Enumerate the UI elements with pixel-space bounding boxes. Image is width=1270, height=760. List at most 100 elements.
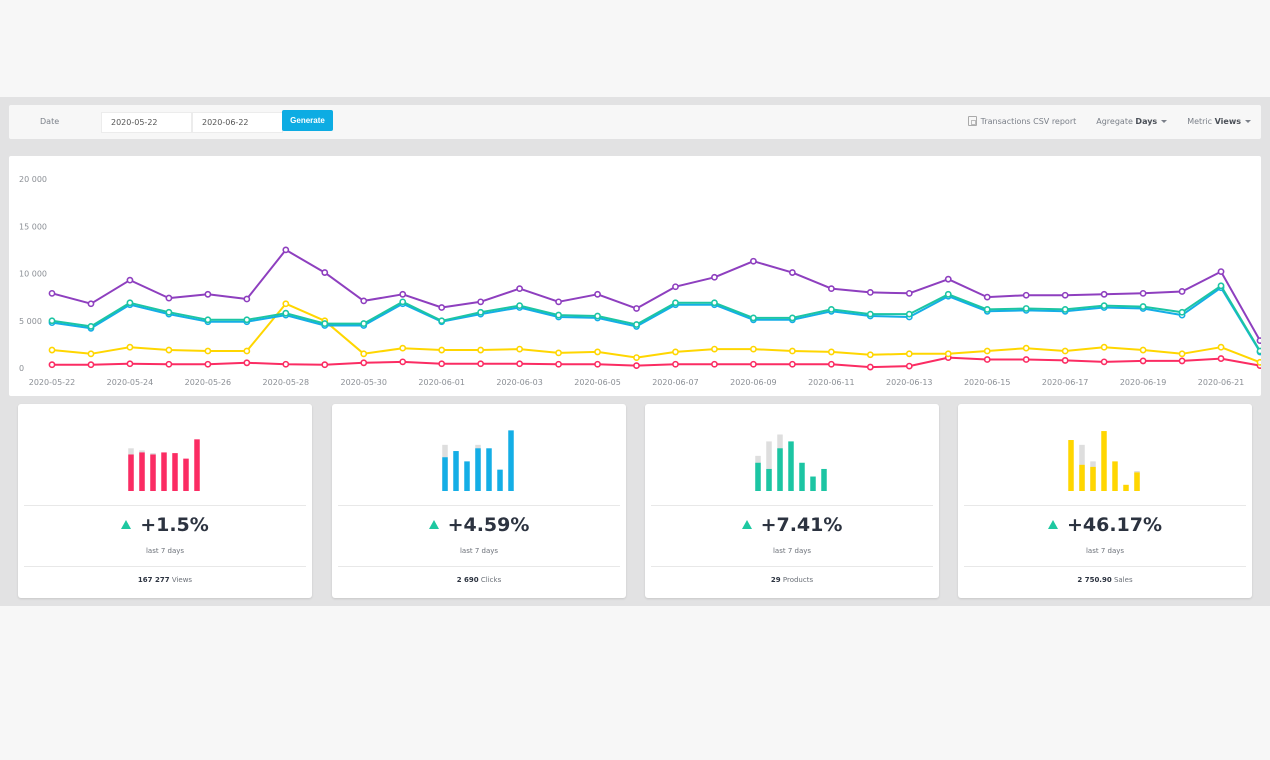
data-point[interactable] bbox=[555, 298, 562, 306]
data-point[interactable] bbox=[1217, 268, 1225, 276]
data-point[interactable] bbox=[204, 316, 212, 324]
data-point[interactable] bbox=[905, 289, 913, 297]
data-point[interactable] bbox=[1022, 305, 1030, 312]
data-point[interactable] bbox=[788, 347, 796, 355]
data-point[interactable] bbox=[711, 345, 718, 353]
data-point[interactable] bbox=[243, 347, 251, 355]
data-point[interactable] bbox=[399, 344, 407, 352]
data-point[interactable] bbox=[672, 283, 679, 291]
data-point[interactable] bbox=[48, 361, 56, 369]
data-point[interactable] bbox=[827, 306, 835, 313]
data-point[interactable] bbox=[1217, 355, 1225, 362]
data-point[interactable] bbox=[165, 294, 173, 302]
data-point[interactable] bbox=[360, 350, 368, 358]
data-point[interactable] bbox=[905, 362, 913, 370]
data-point[interactable] bbox=[866, 288, 874, 296]
data-point[interactable] bbox=[1256, 358, 1261, 366]
data-point[interactable] bbox=[1022, 291, 1030, 299]
data-point[interactable] bbox=[672, 299, 679, 307]
data-point[interactable] bbox=[48, 317, 56, 325]
data-point[interactable] bbox=[827, 348, 835, 356]
data-point[interactable] bbox=[788, 360, 796, 368]
data-point[interactable] bbox=[594, 312, 601, 320]
data-point[interactable] bbox=[633, 354, 640, 362]
metric-dropdown[interactable]: Metric Views bbox=[1187, 117, 1251, 126]
data-point[interactable] bbox=[1100, 302, 1108, 310]
data-point[interactable] bbox=[944, 275, 952, 283]
data-point[interactable] bbox=[399, 298, 407, 306]
data-point[interactable] bbox=[1100, 358, 1108, 366]
csv-report-link[interactable]: Transactions CSV report bbox=[967, 116, 1076, 126]
data-point[interactable] bbox=[87, 300, 95, 308]
data-point[interactable] bbox=[165, 360, 173, 368]
data-point[interactable] bbox=[1061, 347, 1069, 355]
data-point[interactable] bbox=[204, 347, 212, 355]
data-point[interactable] bbox=[1022, 344, 1030, 352]
data-point[interactable] bbox=[594, 290, 601, 298]
data-point[interactable] bbox=[1256, 347, 1261, 355]
data-point[interactable] bbox=[1178, 357, 1186, 365]
data-point[interactable] bbox=[243, 359, 251, 367]
data-point[interactable] bbox=[788, 269, 796, 276]
data-point[interactable] bbox=[204, 360, 212, 368]
aggregate-dropdown[interactable]: Agregate Days bbox=[1096, 117, 1168, 126]
data-point[interactable] bbox=[126, 343, 134, 351]
data-point[interactable] bbox=[827, 360, 835, 368]
data-point[interactable] bbox=[866, 310, 874, 318]
data-point[interactable] bbox=[87, 361, 95, 369]
data-point[interactable] bbox=[1178, 308, 1186, 316]
data-point[interactable] bbox=[165, 308, 173, 316]
data-point[interactable] bbox=[438, 304, 446, 311]
data-point[interactable] bbox=[1139, 289, 1147, 297]
data-point[interactable] bbox=[321, 269, 329, 276]
data-point[interactable] bbox=[555, 360, 562, 368]
data-point[interactable] bbox=[1022, 356, 1030, 363]
data-point[interactable] bbox=[126, 360, 134, 368]
data-point[interactable] bbox=[1061, 357, 1069, 364]
data-point[interactable] bbox=[321, 361, 329, 369]
data-point[interactable] bbox=[126, 299, 134, 307]
data-point[interactable] bbox=[983, 306, 991, 313]
data-point[interactable] bbox=[1100, 290, 1108, 298]
data-point[interactable] bbox=[1217, 282, 1225, 290]
data-point[interactable] bbox=[243, 295, 251, 303]
data-point[interactable] bbox=[282, 360, 290, 368]
data-point[interactable] bbox=[672, 360, 679, 368]
data-point[interactable] bbox=[788, 314, 796, 322]
data-point[interactable] bbox=[594, 348, 601, 356]
data-point[interactable] bbox=[399, 290, 407, 298]
data-point[interactable] bbox=[1139, 303, 1147, 310]
data-point[interactable] bbox=[750, 314, 757, 322]
data-point[interactable] bbox=[905, 310, 913, 318]
data-point[interactable] bbox=[1139, 346, 1147, 354]
data-point[interactable] bbox=[477, 360, 485, 368]
data-point[interactable] bbox=[165, 346, 173, 354]
data-point[interactable] bbox=[983, 347, 991, 355]
data-point[interactable] bbox=[438, 317, 446, 325]
data-point[interactable] bbox=[555, 311, 562, 319]
data-point[interactable] bbox=[360, 297, 368, 305]
data-point[interactable] bbox=[750, 360, 757, 368]
data-point[interactable] bbox=[126, 276, 134, 284]
data-point[interactable] bbox=[594, 360, 601, 368]
data-point[interactable] bbox=[905, 350, 913, 358]
data-point[interactable] bbox=[516, 345, 524, 353]
data-point[interactable] bbox=[282, 309, 290, 317]
date-from-input[interactable]: 2020-05-22 bbox=[101, 112, 192, 133]
data-point[interactable] bbox=[87, 350, 95, 358]
data-point[interactable] bbox=[48, 289, 56, 297]
data-point[interactable] bbox=[866, 351, 874, 359]
data-point[interactable] bbox=[399, 358, 407, 366]
data-point[interactable] bbox=[983, 293, 991, 301]
data-point[interactable] bbox=[633, 362, 640, 370]
data-point[interactable] bbox=[243, 316, 251, 324]
data-point[interactable] bbox=[360, 359, 368, 367]
data-point[interactable] bbox=[633, 305, 640, 312]
date-to-input[interactable]: 2020-06-22 bbox=[192, 112, 283, 133]
data-point[interactable] bbox=[866, 363, 874, 371]
generate-button[interactable]: Generate bbox=[282, 110, 333, 131]
data-point[interactable] bbox=[438, 346, 446, 354]
data-point[interactable] bbox=[750, 257, 757, 265]
data-point[interactable] bbox=[438, 360, 446, 368]
data-point[interactable] bbox=[477, 308, 485, 316]
